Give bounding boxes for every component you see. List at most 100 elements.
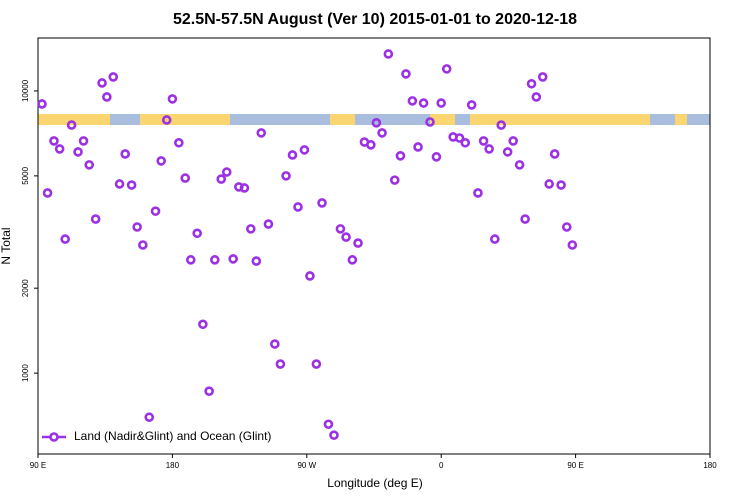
- y-tick-label: 5000: [21, 166, 30, 184]
- point: [544, 179, 554, 189]
- x-tick-label: 90 W: [297, 461, 316, 470]
- point: [275, 359, 286, 369]
- point: [473, 188, 483, 198]
- point: [556, 180, 566, 190]
- point: [425, 117, 435, 127]
- plot-frame: [37, 37, 711, 455]
- point: [210, 255, 220, 265]
- point: [90, 214, 101, 224]
- point: [138, 240, 148, 250]
- chart-title: 52.5N-57.5N August (Ver 10) 2015-01-01 t…: [173, 11, 577, 28]
- point: [395, 150, 406, 161]
- point: [496, 120, 507, 130]
- point: [484, 144, 494, 154]
- point: [239, 183, 250, 193]
- point: [317, 198, 327, 208]
- point: [377, 128, 387, 138]
- point: [561, 222, 572, 232]
- point: [120, 149, 131, 159]
- point: [329, 430, 339, 440]
- point: [514, 160, 525, 170]
- point: [66, 120, 77, 130]
- point: [144, 412, 155, 423]
- point: [293, 202, 303, 212]
- point: [389, 175, 400, 185]
- point: [323, 419, 334, 430]
- legend-marker: [49, 432, 59, 442]
- point: [466, 100, 477, 110]
- point: [270, 339, 280, 349]
- point: [60, 234, 70, 244]
- y-axis-label: N Total: [0, 227, 13, 264]
- point: [311, 359, 322, 369]
- point: [221, 167, 232, 177]
- point: [216, 174, 227, 184]
- x-tick-label: 90 E: [567, 461, 583, 470]
- point: [567, 240, 578, 250]
- point: [228, 254, 238, 264]
- point: [132, 222, 142, 232]
- point: [114, 179, 125, 189]
- point: [341, 232, 351, 242]
- point: [502, 147, 513, 157]
- point: [366, 140, 376, 150]
- point: [156, 156, 166, 166]
- legend-label: Land (Nadir&Glint) and Ocean (Glint): [74, 429, 271, 443]
- point: [371, 117, 382, 128]
- point: [407, 96, 418, 106]
- point: [460, 137, 471, 148]
- point: [185, 255, 196, 265]
- point: [246, 224, 256, 234]
- point: [150, 206, 161, 216]
- point: [192, 228, 202, 239]
- point: [78, 136, 89, 146]
- x-axis-label: Longitude (deg E): [327, 476, 422, 490]
- point: [436, 98, 447, 108]
- point: [418, 98, 429, 108]
- point: [478, 136, 489, 146]
- point: [126, 180, 137, 190]
- point: [108, 72, 119, 82]
- point: [102, 92, 112, 102]
- point: [42, 188, 53, 198]
- point: [335, 224, 346, 234]
- point: [526, 78, 537, 89]
- y-tick-label: 1000: [21, 364, 30, 382]
- point: [413, 142, 423, 152]
- point: [84, 160, 95, 170]
- point: [353, 238, 363, 248]
- point: [508, 136, 518, 146]
- point: [520, 214, 530, 224]
- point: [383, 49, 394, 59]
- point: [537, 72, 548, 82]
- point: [305, 271, 315, 281]
- point: [441, 64, 452, 74]
- point: [54, 144, 65, 154]
- x-tick-label: 180: [703, 461, 717, 470]
- point: [281, 171, 291, 181]
- point: [97, 78, 107, 88]
- point: [251, 256, 262, 266]
- point: [49, 136, 59, 146]
- point: [167, 94, 178, 104]
- point: [454, 133, 465, 143]
- y-tick-label: 2000: [21, 279, 30, 297]
- point: [174, 137, 184, 148]
- point: [73, 147, 83, 157]
- point: [287, 150, 298, 160]
- point: [299, 145, 310, 155]
- x-tick-label: 180: [166, 461, 180, 470]
- x-tick-label: 0: [439, 461, 444, 470]
- point: [549, 149, 560, 159]
- point: [401, 69, 411, 79]
- point: [531, 92, 542, 102]
- legend: Land (Nadir&Glint) and Ocean (Glint): [42, 429, 271, 443]
- point: [198, 319, 208, 330]
- point: [347, 255, 358, 265]
- point: [490, 234, 500, 244]
- point: [263, 219, 274, 229]
- point: [256, 128, 267, 138]
- point: [204, 386, 214, 397]
- point: [37, 99, 47, 109]
